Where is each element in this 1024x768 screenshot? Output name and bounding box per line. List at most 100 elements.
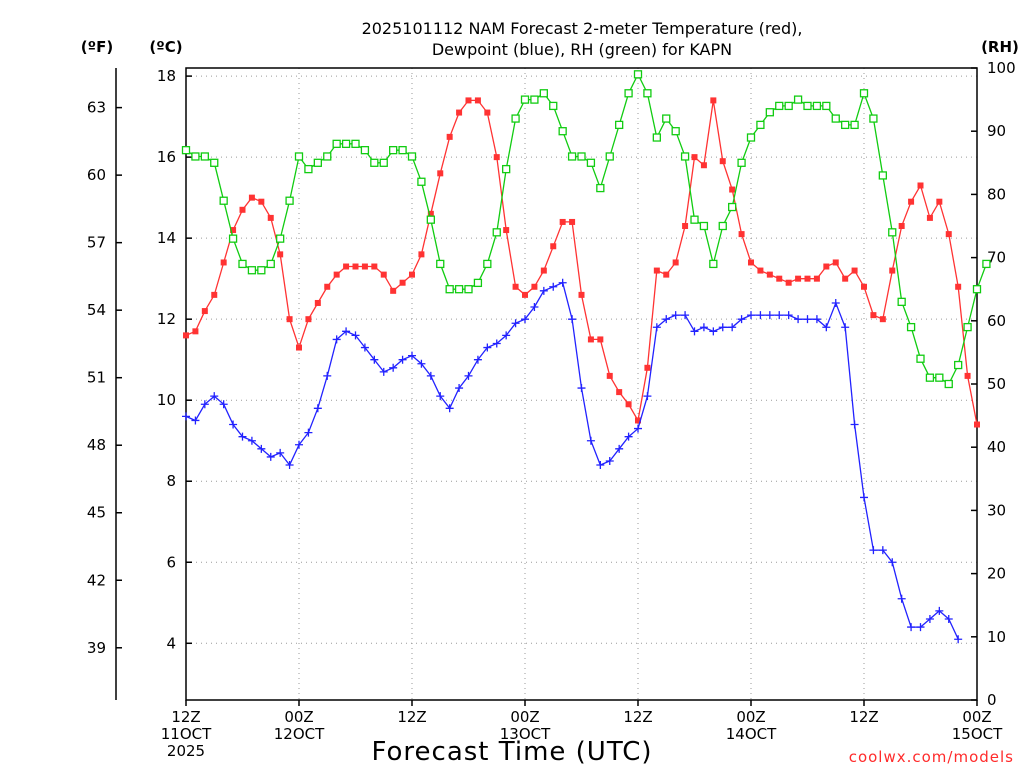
data-point <box>511 114 520 123</box>
fahrenheit-unit-label: (ºF) <box>81 38 113 56</box>
data-point <box>812 315 821 324</box>
data-point <box>870 312 877 319</box>
data-point <box>446 133 453 140</box>
data-point <box>842 275 849 282</box>
data-point <box>191 152 200 161</box>
data-point <box>643 89 652 98</box>
data-point <box>219 400 228 409</box>
data-point <box>503 227 510 234</box>
data-point <box>794 315 803 324</box>
data-point <box>511 319 520 328</box>
data-point <box>417 359 426 368</box>
rh-tick-label: 80 <box>987 185 1006 203</box>
data-point <box>558 127 567 136</box>
data-point <box>398 146 407 155</box>
data-point <box>258 198 265 205</box>
data-point <box>277 251 284 258</box>
data-point <box>982 259 991 269</box>
data-point <box>360 343 369 352</box>
data-point <box>492 228 501 237</box>
data-point <box>718 323 727 332</box>
data-point <box>210 158 219 167</box>
data-point <box>465 97 472 104</box>
data-point <box>502 331 511 340</box>
data-point <box>672 259 679 266</box>
fahrenheit-tick-label: 48 <box>87 436 106 454</box>
data-point <box>389 363 398 372</box>
data-point <box>916 354 925 363</box>
fahrenheit-tick-label: 63 <box>87 99 106 117</box>
data-point <box>436 259 445 269</box>
data-point <box>841 323 850 332</box>
data-point <box>925 373 935 382</box>
data-point <box>220 259 227 266</box>
series-group <box>181 70 991 644</box>
data-point <box>653 267 660 274</box>
celsius-tick-label: 8 <box>166 472 176 490</box>
data-point <box>379 158 388 167</box>
data-point <box>635 417 641 424</box>
data-point <box>512 283 519 290</box>
data-point <box>907 623 916 632</box>
data-point <box>211 291 218 298</box>
data-point <box>859 89 869 98</box>
data-point <box>502 164 511 174</box>
data-point <box>295 440 303 449</box>
data-point <box>963 322 972 332</box>
data-point <box>238 432 247 441</box>
data-point <box>228 234 238 243</box>
data-point <box>530 303 539 312</box>
data-point <box>313 404 322 413</box>
data-point <box>681 311 690 320</box>
data-point <box>897 594 906 603</box>
data-point <box>436 392 445 401</box>
data-point <box>492 339 501 348</box>
x-tick-label: 00Z <box>962 708 991 726</box>
celsius-tick-label: 4 <box>166 634 176 652</box>
data-point <box>822 101 831 111</box>
rh-tick-label: 50 <box>987 375 1006 393</box>
data-point <box>671 127 680 136</box>
rh-unit-label: (RH) <box>981 38 1019 56</box>
data-point <box>323 371 332 380</box>
data-point <box>408 351 416 360</box>
data-point <box>935 373 944 382</box>
data-point <box>831 298 840 307</box>
data-point <box>248 194 255 201</box>
data-point <box>266 259 275 269</box>
data-point <box>577 152 586 161</box>
data-point <box>531 283 538 290</box>
fahrenheit-axis: 39 42 45 48 51 54 57 60 63 <box>87 68 122 700</box>
data-point <box>522 291 528 298</box>
celsius-tick-label: 14 <box>157 229 176 247</box>
rh-tick-label: 20 <box>987 565 1006 583</box>
data-point <box>765 108 774 117</box>
data-point <box>785 279 792 286</box>
data-point <box>296 344 302 351</box>
rh-tick-label: 30 <box>987 501 1006 519</box>
data-point <box>427 210 434 217</box>
data-point <box>418 251 425 258</box>
data-point <box>906 322 916 332</box>
data-point <box>691 154 698 161</box>
data-point <box>964 372 971 379</box>
data-point <box>974 421 980 428</box>
data-point <box>558 278 567 287</box>
data-point <box>474 97 481 104</box>
data-point <box>624 432 633 441</box>
data-point <box>473 278 483 288</box>
data-point <box>662 114 671 123</box>
data-point <box>861 283 867 290</box>
data-point <box>700 162 707 169</box>
celsius-tick-label: 12 <box>157 310 176 328</box>
data-point <box>652 133 661 142</box>
data-point <box>879 316 886 323</box>
data-point <box>568 315 577 324</box>
fahrenheit-tick-label: 42 <box>87 571 106 589</box>
data-point <box>587 336 594 343</box>
data-point <box>644 364 651 371</box>
data-point <box>955 283 962 290</box>
data-point <box>200 152 209 161</box>
